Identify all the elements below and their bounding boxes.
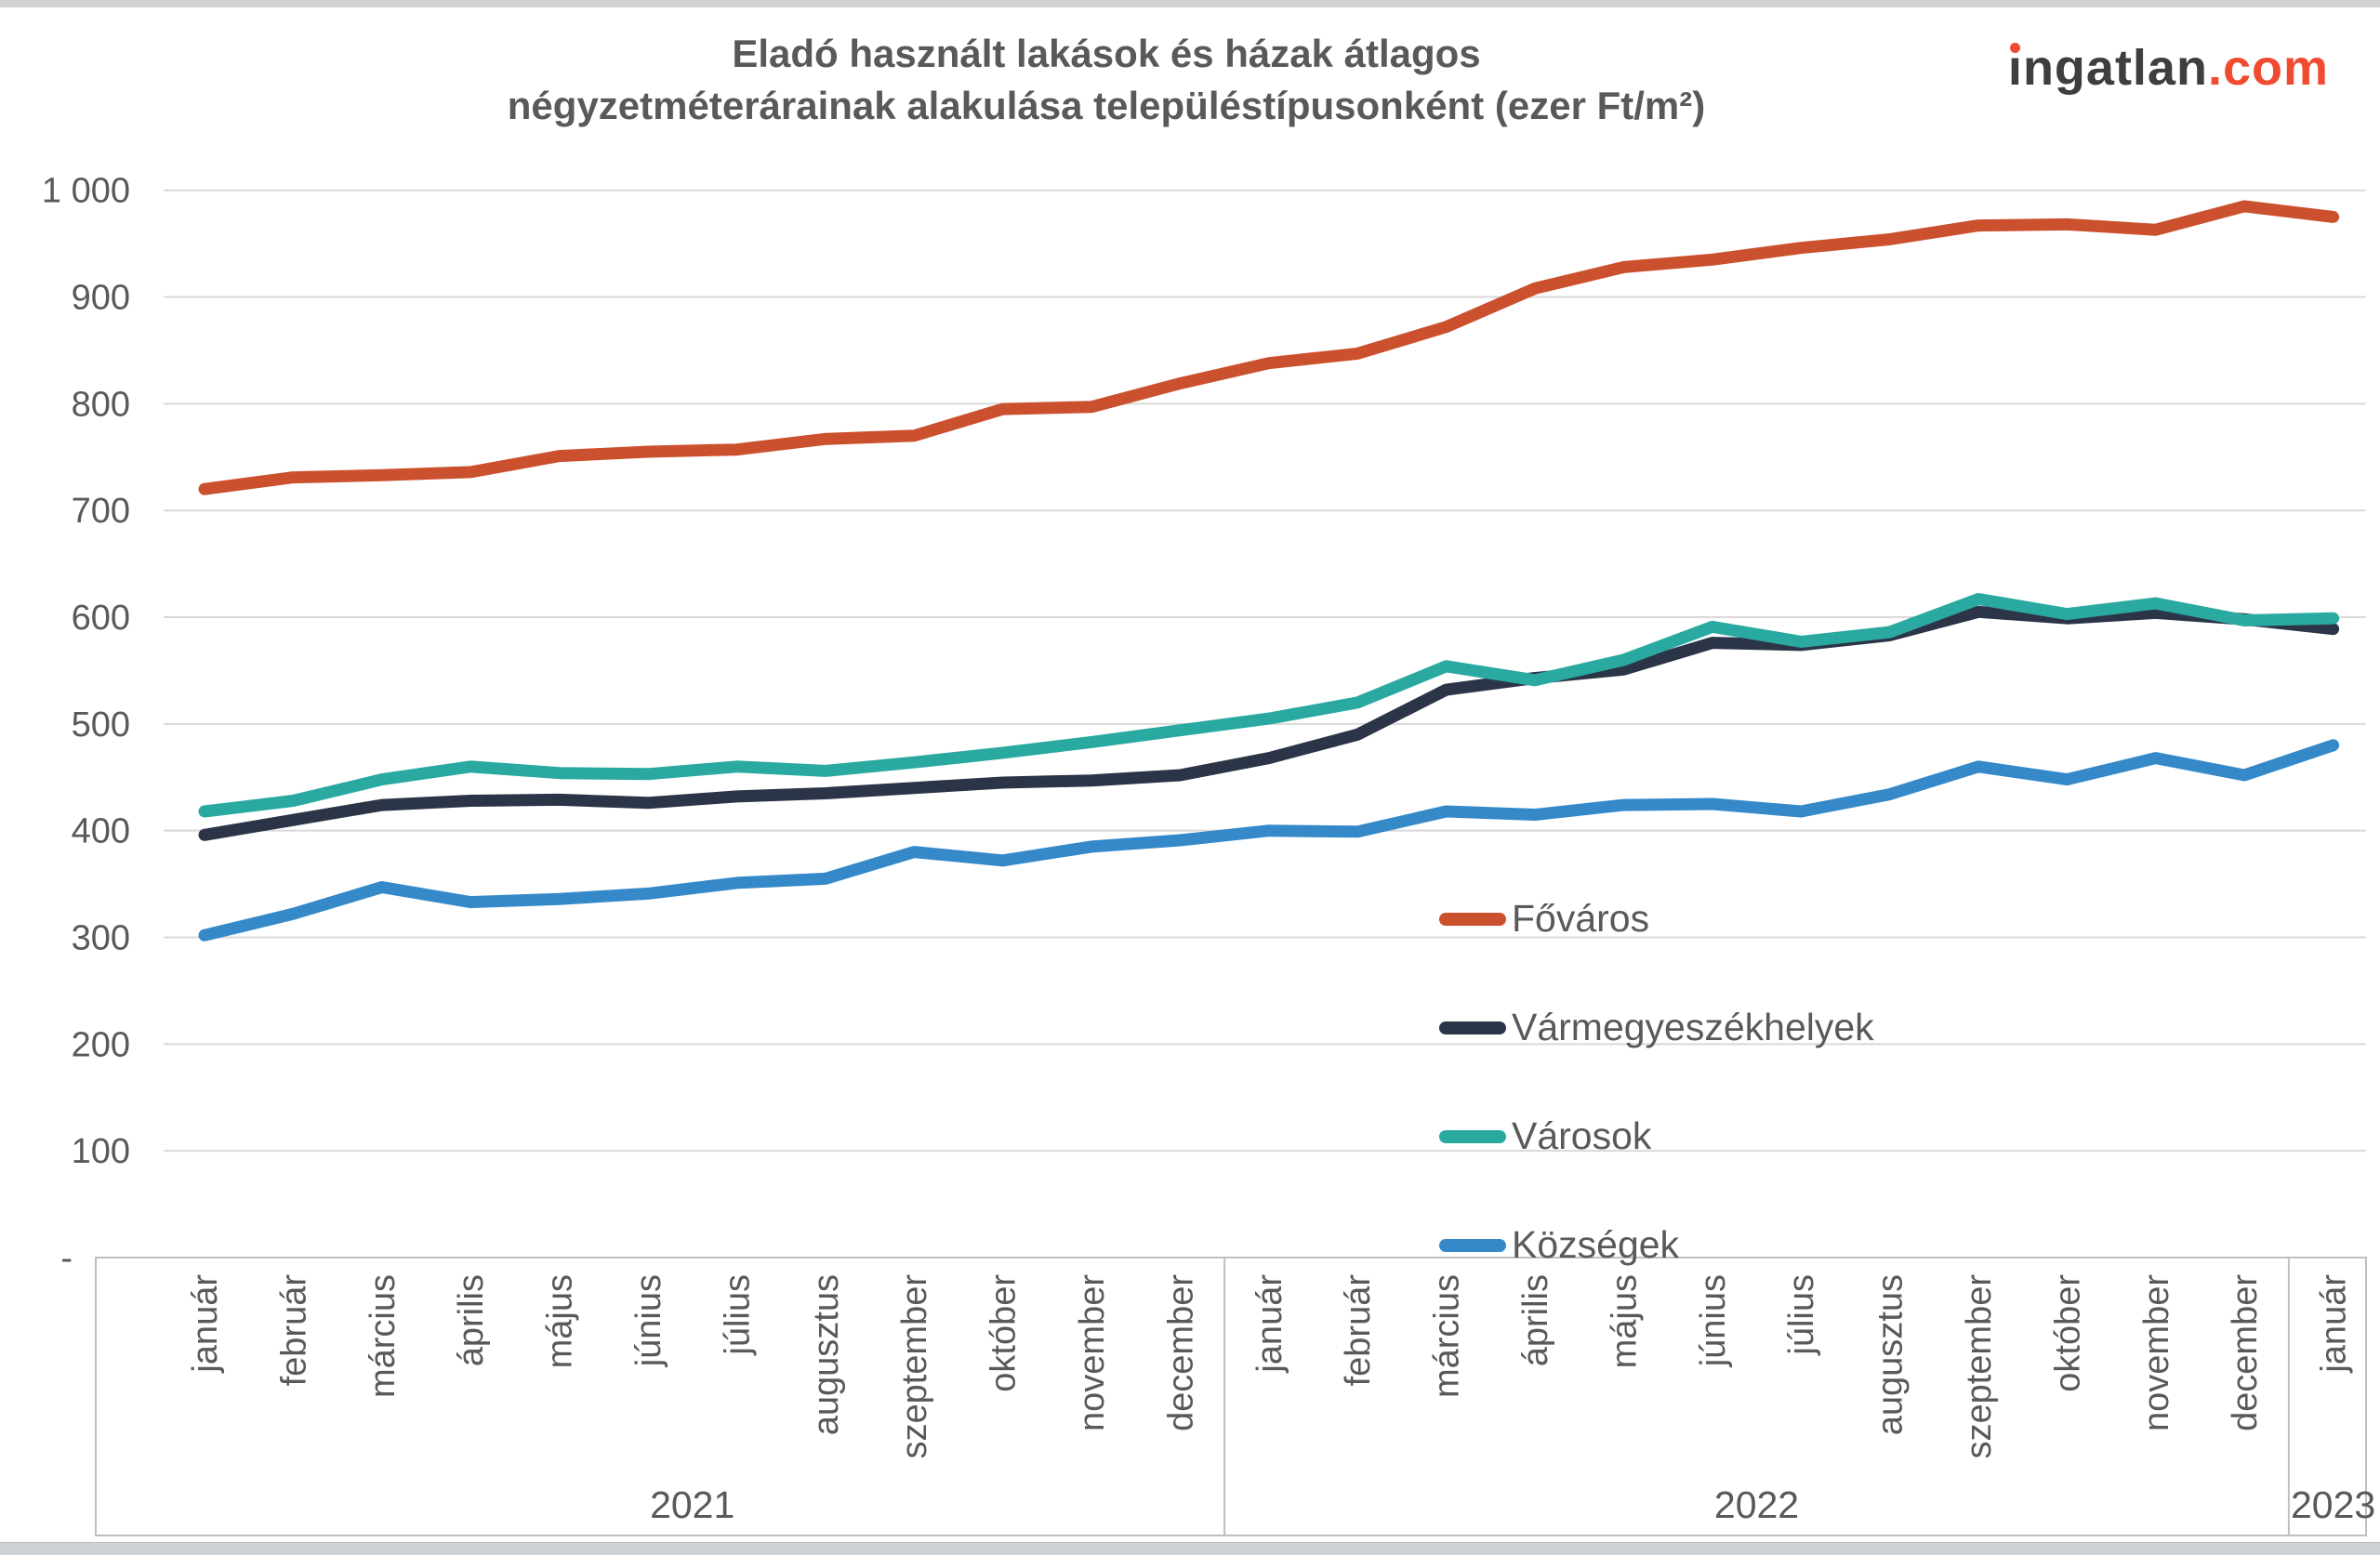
y-tick-label: 600 [72, 599, 130, 638]
legend-dash-icon [1439, 1021, 1506, 1034]
x-month-label: június [629, 1274, 668, 1367]
x-month-label: december [1161, 1274, 1200, 1431]
x-month-label: november [1073, 1274, 1112, 1431]
x-month-label: május [541, 1274, 580, 1368]
x-month-label: szeptember [895, 1274, 934, 1459]
x-month-label: október [2048, 1274, 2087, 1392]
x-month-label: május [1605, 1274, 1644, 1368]
x-month-label: július [1782, 1274, 1821, 1356]
ingatlan-com-logo: ı ngatlan.com [2008, 39, 2329, 97]
x-month-label: november [2137, 1274, 2176, 1431]
x-month-label: január [2315, 1274, 2354, 1374]
window-top-edge [0, 0, 2380, 7]
y-tick-label: 800 [72, 385, 130, 424]
x-month-label: február [274, 1274, 313, 1387]
y-tick-label: 900 [72, 279, 130, 318]
x-axis-box [95, 1257, 2367, 1536]
x-month-label: augusztus [807, 1274, 846, 1435]
series-line-fovaros [198, 200, 2340, 495]
y-tick-label: 1 000 [42, 172, 130, 211]
x-month-label: április [452, 1274, 491, 1366]
legend-label: Községek [1512, 1223, 1680, 1266]
legend-item-varosok: Városok [1439, 1082, 1960, 1191]
x-month-label: február [1339, 1274, 1378, 1387]
series-line-varosok [198, 593, 2340, 818]
x-month-label: október [985, 1274, 1024, 1392]
y-tick-label: 300 [72, 919, 130, 958]
legend-dash-icon [1439, 1238, 1506, 1252]
x-month-label: június [1694, 1274, 1733, 1367]
logo-tld: .com [2207, 40, 2329, 96]
y-tick-label: 700 [72, 492, 130, 531]
y-tick-label: 100 [72, 1132, 130, 1171]
legend-label: Főváros [1512, 897, 1650, 940]
legend-dash-icon [1439, 912, 1506, 926]
x-month-label: március [1428, 1274, 1467, 1398]
chart-legend: Főváros Vármegyeszékhelyek Városok Községek [1439, 864, 1960, 1299]
x-month-label: augusztus [1871, 1274, 1911, 1435]
series-line-varmegyeszekhelyek [198, 605, 2340, 841]
legend-item-fovaros: Főváros [1439, 864, 1960, 973]
y-tick-label: 400 [72, 812, 130, 851]
x-month-label: január [1250, 1274, 1289, 1374]
series-line-kozsegek [198, 739, 2340, 942]
x-month-label: március [364, 1274, 403, 1398]
window-bottom-edge [0, 1542, 2380, 1555]
legend-label: Városok [1512, 1114, 1652, 1157]
chart-title-line2: négyzetméterárainak alakulása települést… [507, 84, 1706, 127]
y-tick-label: 200 [72, 1025, 130, 1064]
legend-label: Vármegyeszékhelyek [1512, 1006, 1874, 1048]
x-month-label: április [1516, 1274, 1555, 1366]
legend-item-kozsegek: Községek [1439, 1191, 1960, 1299]
logo-text: ngatlan [2022, 40, 2208, 96]
legend-item-varmegyeszekhelyek: Vármegyeszékhelyek [1439, 973, 1960, 1082]
x-month-label: szeptember [1960, 1274, 1999, 1459]
x-year-label-2023: 2023 [2291, 1483, 2375, 1526]
chart-title: Eladó használt lakások és házak átlagos … [84, 28, 2129, 132]
y-tick-label: - [60, 1239, 73, 1278]
chart-title-line1: Eladó használt lakások és házak átlagos [732, 32, 1481, 75]
legend-dash-icon [1439, 1129, 1506, 1143]
x-month-label: január [186, 1274, 225, 1374]
x-month-label: július [718, 1274, 757, 1356]
y-tick-label: 500 [72, 705, 130, 745]
x-month-label: december [2226, 1274, 2265, 1431]
x-year-label-2021: 2021 [650, 1483, 734, 1526]
logo-letter-i: ı [2007, 40, 2023, 96]
x-year-label-2022: 2022 [1714, 1483, 1799, 1526]
logo-i-dot-icon [2009, 43, 2020, 53]
